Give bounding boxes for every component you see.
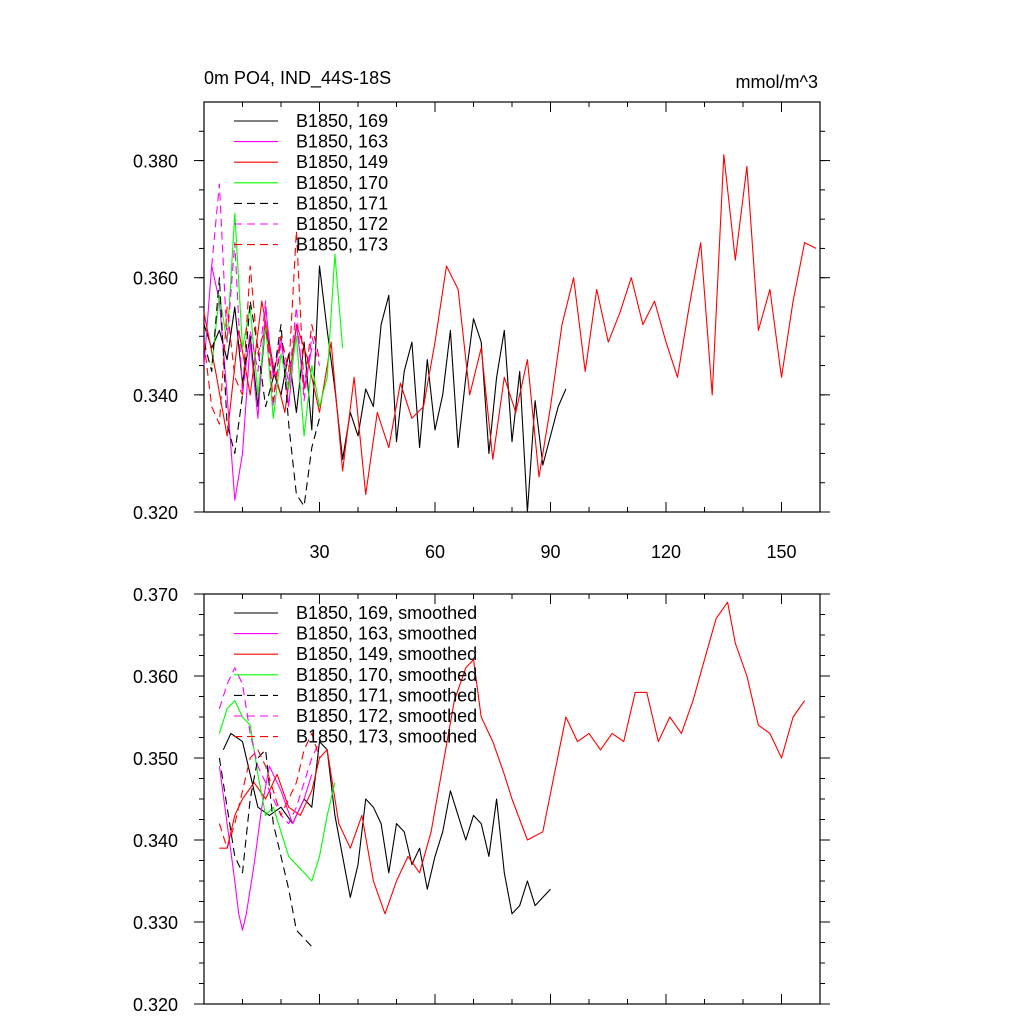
bottom-legend-label-3: B1850, 149, smoothed [296, 644, 477, 664]
top-legend-label-6: B1850, 172 [296, 214, 388, 234]
top-x-tick-label: 60 [425, 542, 445, 562]
bottom-series-line-2 [218, 765, 313, 931]
top-y-tick-label: 0.320 [133, 503, 178, 523]
top-series-line-5 [203, 277, 321, 507]
top-y-tick-label: 0.340 [133, 386, 178, 406]
bottom-series-line-6 [218, 667, 320, 825]
top-legend-label-3: B1850, 149 [296, 152, 388, 172]
bottom-series-line-5 [218, 749, 313, 947]
bottom-series-line-4 [218, 700, 336, 882]
top-series-line-4 [211, 212, 344, 437]
bottom-legend-label-6: B1850, 172, smoothed [296, 706, 477, 726]
top-x-tick-label: 30 [309, 542, 329, 562]
top-legend-label-2: B1850, 163 [296, 132, 388, 152]
bottom-legend-label-7: B1850, 173, smoothed [296, 727, 477, 747]
bottom-panel-chart: 0.320 0.330 0.340 0.350 0.360 0.370 B1850, 169… [133, 585, 830, 1015]
top-series-line-3 [203, 154, 817, 495]
top-panel-title: 0m PO4, IND_44S-18S [204, 68, 391, 89]
top-x-tick-label: 150 [766, 542, 796, 562]
bottom-legend-label-4: B1850, 170, smoothed [296, 665, 477, 685]
top-y-tick-label: 0.360 [133, 269, 178, 289]
bottom-legend-label-1: B1850, 169, smoothed [296, 603, 477, 623]
bottom-y-tick-label: 0.330 [133, 913, 178, 933]
bottom-series-line-1 [222, 732, 551, 915]
bottom-legend-label-2: B1850, 163, smoothed [296, 624, 477, 644]
top-legend-label-5: B1850, 171 [296, 193, 388, 213]
top-panel-chart: 0m PO4, IND_44S-18S mmol/m^3 30 60 90 120 15… [133, 68, 830, 562]
top-series-line-6 [211, 183, 321, 408]
bottom-y-tick-label: 0.340 [133, 831, 178, 851]
bottom-series-line-7 [218, 732, 321, 849]
top-x-tick-label: 90 [540, 542, 560, 562]
bottom-y-tick-label: 0.320 [133, 995, 178, 1015]
top-legend-label-1: B1850, 169 [296, 111, 388, 131]
bottom-y-tick-label: 0.360 [133, 667, 178, 687]
top-x-tick-label: 120 [651, 542, 681, 562]
top-panel-units: mmol/m^3 [736, 72, 818, 92]
top-legend-label-4: B1850, 170 [296, 173, 388, 193]
top-series-line-7 [203, 230, 321, 425]
bottom-y-tick-label: 0.370 [133, 585, 178, 605]
bottom-legend-label-5: B1850, 171, smoothed [296, 685, 477, 705]
bottom-y-tick-label: 0.350 [133, 749, 178, 769]
top-legend-label-7: B1850, 173 [296, 235, 388, 255]
bottom-series-line-3 [219, 601, 806, 915]
top-y-tick-label: 0.380 [133, 152, 178, 172]
